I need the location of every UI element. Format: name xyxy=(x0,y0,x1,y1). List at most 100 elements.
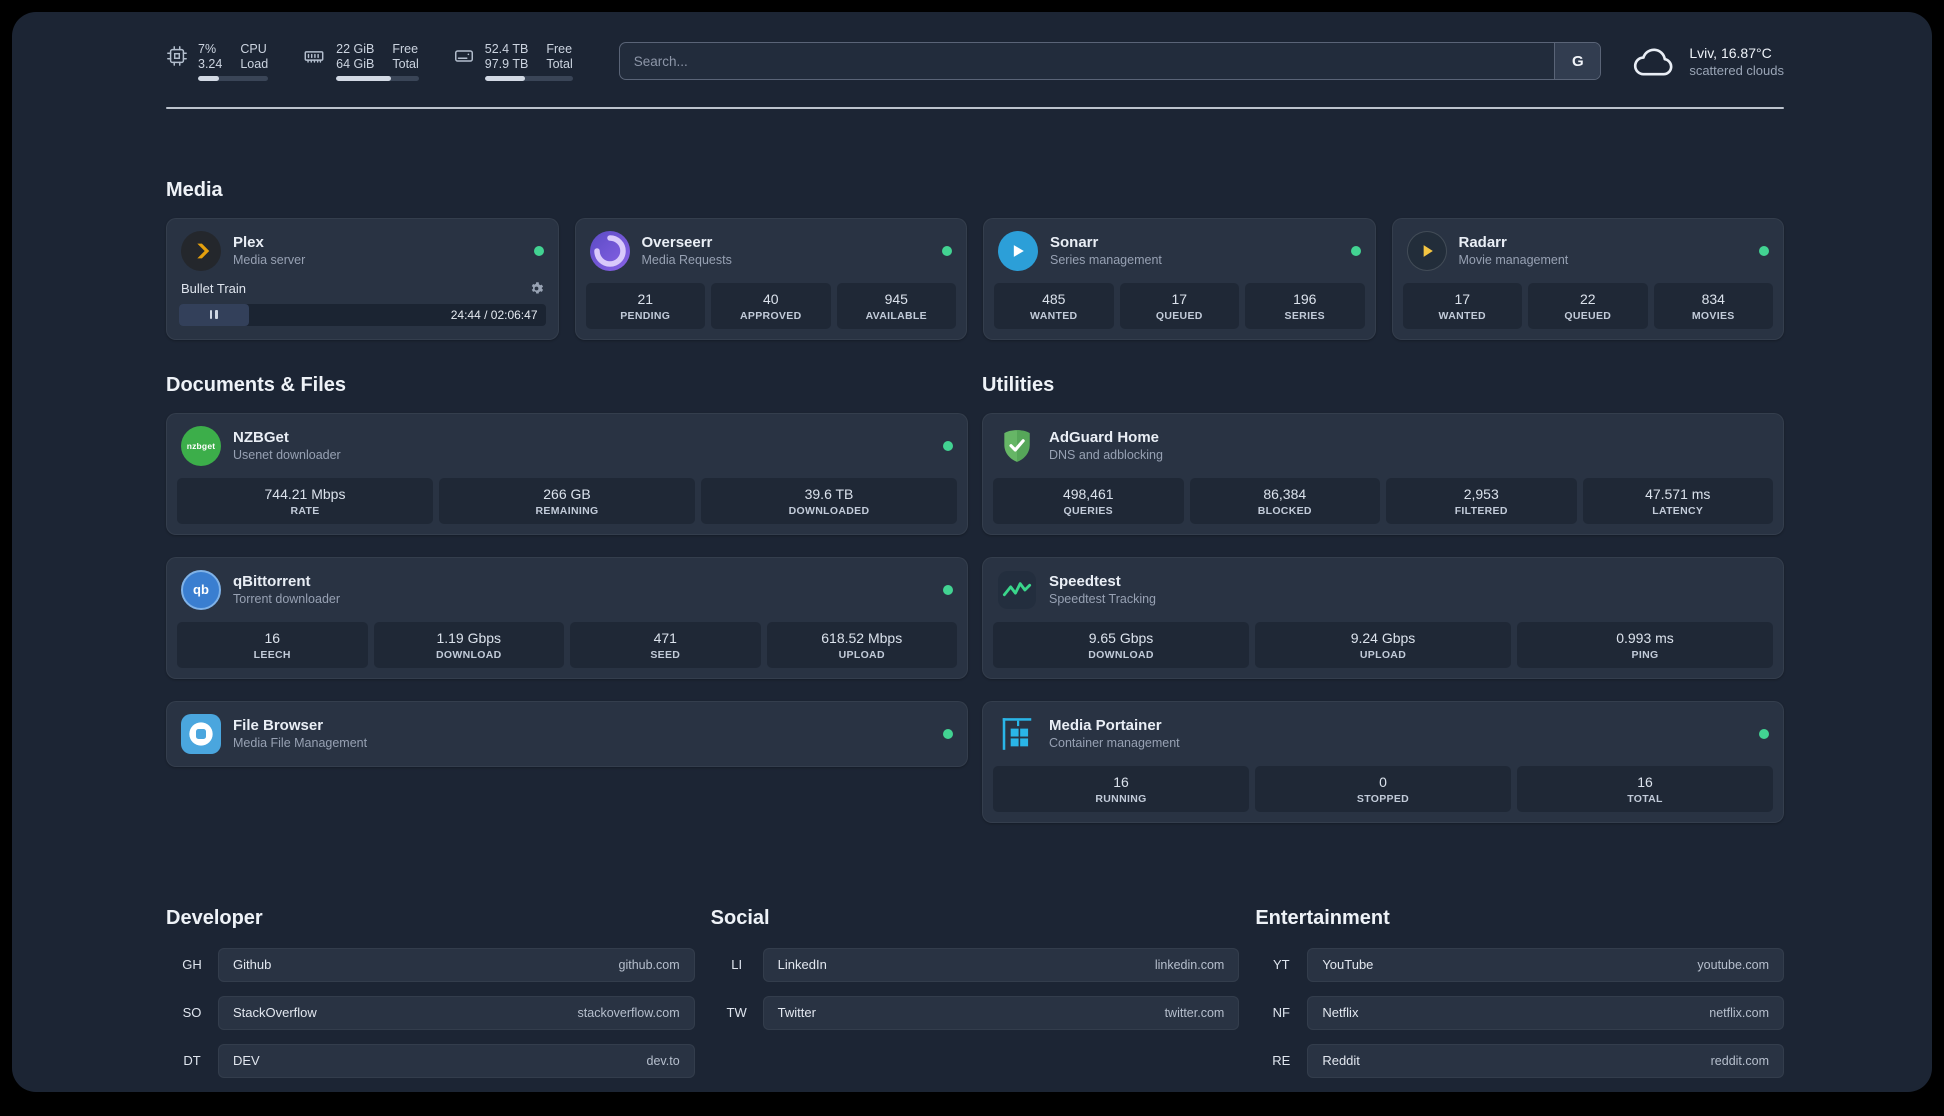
plex-icon xyxy=(181,230,221,271)
topbar: 7% CPU 3.24 Load 22 GiB xyxy=(166,42,1784,81)
bookmark-group-developer: Developer GH Github github.com SO StackO… xyxy=(166,907,695,1078)
service-card-filebrowser[interactable]: File Browser Media File Management xyxy=(166,700,968,767)
bookmark-name: YouTube xyxy=(1322,957,1374,972)
bookmark-netflix[interactable]: NF Netflix netflix.com xyxy=(1255,995,1784,1030)
service-card-nzbget[interactable]: nzbget NZBGet Usenet downloader 744.21 M… xyxy=(166,412,968,535)
filebrowser-icon xyxy=(181,713,221,754)
radarr-icon xyxy=(1406,230,1447,271)
memory-free-value: 22 GiB xyxy=(336,42,375,56)
status-dot xyxy=(1350,245,1361,256)
playback-progress-fill xyxy=(179,303,249,326)
service-name: File Browser xyxy=(233,717,324,734)
bookmark-dev[interactable]: DT DEV dev.to xyxy=(166,1043,695,1078)
bookmark-name: Twitter xyxy=(777,1005,816,1020)
stat-pending: 21 PENDING xyxy=(585,282,705,329)
status-dot xyxy=(1759,245,1769,256)
bookmark-name: Reddit xyxy=(1322,1053,1360,1068)
service-name: Media Portainer xyxy=(1049,717,1162,734)
weather-condition: scattered clouds xyxy=(1689,62,1784,78)
search-input[interactable] xyxy=(619,43,1555,80)
stat-queued: 22 QUEUED xyxy=(1528,282,1648,329)
playback-progress-bar[interactable]: 24:44 / 02:06:47 xyxy=(179,303,546,326)
stat-filtered: 2,953 FILTERED xyxy=(1386,477,1577,524)
service-card-adguard[interactable]: AdGuard Home DNS and adblocking 498,461 … xyxy=(982,412,1784,535)
bookmark-abbr: TW xyxy=(726,1005,747,1020)
disk-icon xyxy=(453,45,475,67)
dashboard: 7% CPU 3.24 Load 22 GiB xyxy=(12,12,1932,1092)
stat-upload: 9.24 Gbps UPLOAD xyxy=(1255,621,1511,668)
service-description: Media Requests xyxy=(641,253,732,267)
service-card-speedtest[interactable]: Speedtest Speedtest Tracking 9.65 Gbps D… xyxy=(982,556,1784,679)
stat-downloaded: 39.6 TB DOWNLOADED xyxy=(701,477,957,524)
bookmark-reddit[interactable]: RE Reddit reddit.com xyxy=(1255,1043,1784,1078)
pause-icon[interactable] xyxy=(208,310,219,319)
disk-total-value: 97.9 TB xyxy=(484,57,529,71)
cpu-usage-value: 7% xyxy=(198,42,217,56)
service-card-overseerr[interactable]: Overseerr Media Requests 21 PENDING 40 A… xyxy=(574,217,967,340)
stat-download: 9.65 Gbps DOWNLOAD xyxy=(993,621,1249,668)
cpu-widget: 7% CPU 3.24 Load xyxy=(166,42,269,81)
service-description: Torrent downloader xyxy=(233,592,341,606)
bookmark-abbr: YT xyxy=(1273,957,1290,972)
stat-leech: 16 LEECH xyxy=(177,621,368,668)
section-title-documents: Documents & Files xyxy=(166,373,347,396)
service-card-qbittorrent[interactable]: qb qBittorrent Torrent downloader 16 LEE… xyxy=(166,556,968,679)
adguard-icon xyxy=(997,426,1037,466)
bookmark-url: youtube.com xyxy=(1697,957,1769,972)
stat-queries: 498,461 QUERIES xyxy=(993,477,1184,524)
bookmark-name: LinkedIn xyxy=(777,957,827,972)
status-dot xyxy=(942,245,952,256)
bookmark-url: linkedin.com xyxy=(1154,957,1225,972)
service-card-plex[interactable]: Plex Media server Bullet Train xyxy=(166,217,559,340)
stat-running: 16 RUNNING xyxy=(993,765,1249,812)
bookmark-url: github.com xyxy=(618,957,680,972)
disk-free-label: Free xyxy=(546,42,573,56)
cloud-icon xyxy=(1631,44,1677,78)
bookmark-linkedin[interactable]: LI LinkedIn linkedin.com xyxy=(711,947,1240,982)
stat-ping: 0.993 ms PING xyxy=(1517,621,1773,668)
status-dot xyxy=(1759,728,1769,739)
service-description: Series management xyxy=(1050,253,1162,267)
playback-time: 24:44 / 02:06:47 xyxy=(450,307,538,322)
disk-widget: 52.4 TB Free 97.9 TB Total xyxy=(453,42,573,81)
cpu-load-label: Load xyxy=(240,57,269,71)
status-dot xyxy=(943,728,953,739)
bookmark-github[interactable]: GH Github github.com xyxy=(166,947,695,982)
bookmark-abbr: DT xyxy=(183,1053,201,1068)
stat-latency: 47.571 ms LATENCY xyxy=(1582,477,1773,524)
service-name: AdGuard Home xyxy=(1049,429,1160,446)
topbar-divider xyxy=(166,106,1784,109)
service-description: DNS and adblocking xyxy=(1049,448,1163,462)
service-name: Radarr xyxy=(1458,234,1507,251)
settings-gear-icon[interactable] xyxy=(529,281,544,296)
section-title-media: Media xyxy=(166,178,223,201)
service-card-portainer[interactable]: Media Portainer Container management 16 … xyxy=(982,700,1784,823)
memory-free-label: Free xyxy=(392,42,419,56)
bookmark-abbr: RE xyxy=(1272,1053,1291,1068)
stat-seed: 471 SEED xyxy=(570,621,761,668)
section-title-entertainment: Entertainment xyxy=(1255,906,1390,929)
now-playing-title: Bullet Train xyxy=(181,280,247,296)
search-engine-button[interactable]: G xyxy=(1554,43,1601,80)
bookmark-twitter[interactable]: TW Twitter twitter.com xyxy=(711,995,1240,1030)
cpu-icon xyxy=(166,45,188,67)
status-dot xyxy=(533,245,544,256)
disk-progress-fill xyxy=(484,76,526,81)
service-card-radarr[interactable]: Radarr Movie management 17 WANTED 22 QUE… xyxy=(1391,217,1784,340)
stat-queued: 17 QUEUED xyxy=(1119,282,1239,329)
stat-wanted: 17 WANTED xyxy=(1402,282,1522,329)
stat-wanted: 485 WANTED xyxy=(994,282,1114,329)
stat-upload: 618.52 Mbps UPLOAD xyxy=(766,621,957,668)
bookmark-stackoverflow[interactable]: SO StackOverflow stackoverflow.com xyxy=(166,995,695,1030)
bookmark-abbr: SO xyxy=(182,1005,202,1020)
service-description: Media File Management xyxy=(233,736,368,750)
speedtest-icon xyxy=(997,570,1037,610)
stat-rate: 744.21 Mbps RATE xyxy=(177,477,433,524)
service-card-sonarr[interactable]: Sonarr Series management 485 WANTED 17 Q… xyxy=(983,217,1376,340)
bookmark-youtube[interactable]: YT YouTube youtube.com xyxy=(1255,947,1784,982)
bookmark-url: reddit.com xyxy=(1710,1053,1769,1068)
service-name: qBittorrent xyxy=(233,573,311,590)
stat-total: 16 TOTAL xyxy=(1517,765,1773,812)
disk-progress-bar xyxy=(484,76,573,81)
service-description: Speedtest Tracking xyxy=(1049,592,1157,606)
